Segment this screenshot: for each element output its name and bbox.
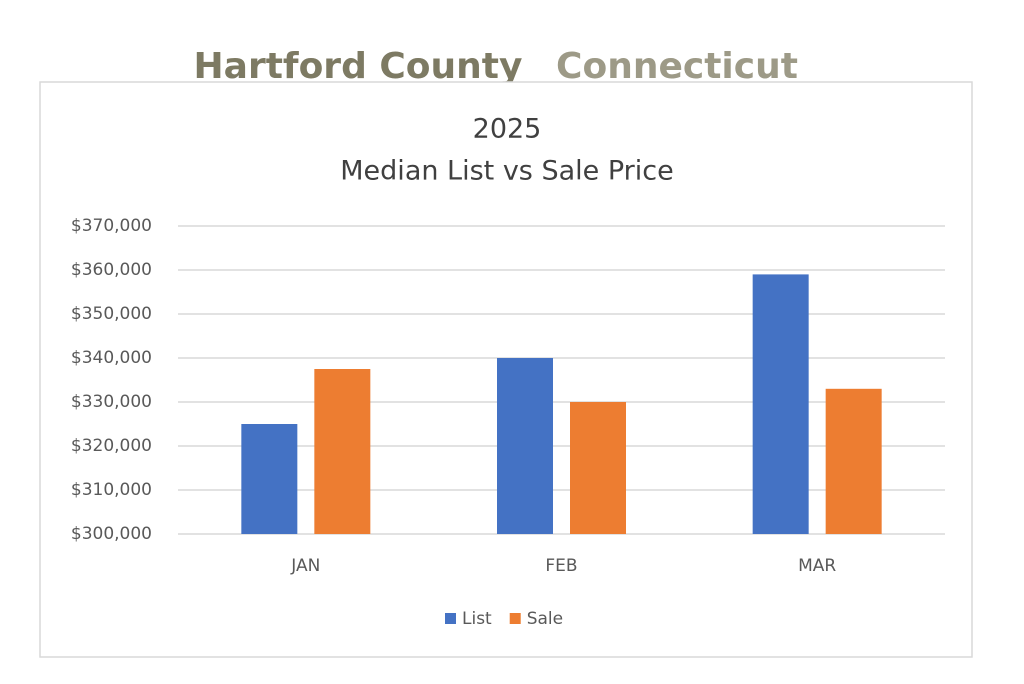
y-tick-label: $340,000: [71, 348, 152, 368]
chart-title: 2025: [473, 114, 542, 145]
legend-label: List: [462, 609, 492, 629]
x-tick-label: FEB: [545, 556, 577, 576]
bar: [314, 369, 371, 534]
y-tick-label: $370,000: [71, 216, 152, 236]
y-tick-label: $360,000: [71, 260, 152, 280]
bar: [825, 388, 882, 534]
bar: [241, 424, 298, 534]
header-state: Connecticut: [556, 46, 798, 87]
y-tick-label: $350,000: [71, 304, 152, 324]
bar: [570, 402, 626, 534]
header-county: Hartford County: [194, 46, 523, 87]
legend-swatch: [445, 613, 456, 624]
y-tick-label: $320,000: [71, 436, 152, 456]
x-tick-label: MAR: [798, 556, 836, 576]
legend-swatch: [509, 613, 521, 624]
legend-label: Sale: [527, 609, 563, 629]
y-tick-label: $310,000: [71, 480, 152, 500]
bar: [497, 358, 553, 534]
bar: [752, 274, 809, 534]
chart-subtitle: Median List vs Sale Price: [340, 156, 673, 187]
x-tick-label: JAN: [290, 556, 320, 576]
y-tick-label: $300,000: [71, 524, 152, 544]
y-tick-label: $330,000: [71, 392, 152, 412]
